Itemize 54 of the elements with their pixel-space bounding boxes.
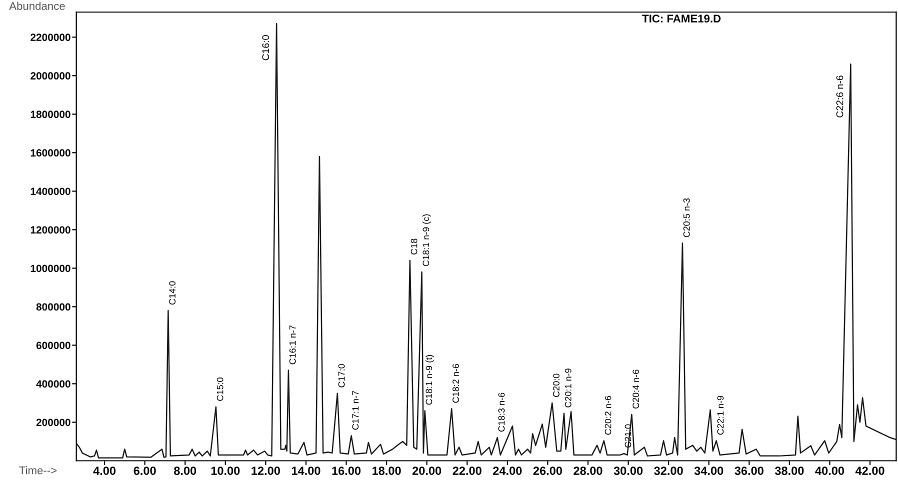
x-tick-label: 36.00 (734, 466, 764, 475)
x-tick-label: 14.00 (292, 466, 320, 475)
y-tick-label: 600000 (36, 342, 70, 350)
x-tick-label: 18.00 (372, 466, 401, 475)
y-tick-label: 1400000 (30, 188, 70, 196)
annotation: C20:2 n-6 (604, 396, 612, 435)
x-tick-label: 40.00 (815, 466, 844, 475)
x-tick-label: 6.00 (134, 466, 156, 475)
annotation: C21:0 (624, 424, 632, 448)
annotation: C15:0 (216, 378, 224, 401)
y-tick-label: 400000 (36, 380, 70, 388)
line-series (76, 23, 896, 458)
x-tick-label: 26.00 (533, 466, 562, 475)
annotation: C18 (410, 238, 418, 254)
x-tick-label: 28.00 (574, 466, 602, 475)
annotation: C18:2 n-6 (452, 364, 459, 403)
x-tick-label: 16.00 (332, 466, 361, 475)
x-axis-title: Time--> (19, 466, 57, 474)
x-tick-label: 30.00 (614, 466, 643, 475)
x-tick-label: 20.00 (412, 466, 442, 475)
x-tick-label: 10.00 (211, 466, 240, 475)
x-tick-label: 42.00 (855, 466, 884, 475)
annotation: C17:1 n-7 (352, 390, 359, 430)
x-tick-label: 34.00 (694, 466, 724, 475)
x-tick-label: 32.00 (654, 466, 683, 475)
annotation: C20:4 n-6 (632, 370, 640, 409)
annotation: C20:5 n-3 (683, 198, 690, 238)
annotation: C16:0 (262, 35, 270, 60)
annotation: TIC: FAME19.D (642, 14, 721, 23)
x-tick-label: 8.00 (174, 466, 196, 475)
y-axis-title: Abundance (9, 2, 65, 10)
annotation: C18:3 n-6 (498, 392, 505, 432)
x-tick-label: 38.00 (774, 466, 804, 475)
y-tick-label: 2000000 (30, 72, 70, 80)
y-tick-label: 1800000 (30, 110, 70, 118)
annotation: C17:0 (338, 364, 345, 388)
x-tick-label: 12.00 (252, 466, 280, 475)
x-tick-label: 22.00 (452, 466, 482, 475)
y-tick-label: 200000 (36, 418, 70, 426)
annotation: C22:1 n-9 (717, 396, 724, 435)
x-tick-label: 4.00 (93, 466, 116, 475)
annotation: C16:1 n-7 (289, 326, 296, 364)
annotation: C18:1 n-9 (t) (426, 355, 434, 405)
annotation: C20:0 (553, 374, 560, 397)
y-tick-label: 1000000 (30, 264, 70, 272)
annotation: C18:1 n-9 (c) (422, 214, 431, 266)
y-tick-label: 800000 (36, 303, 70, 311)
annotation: C22:6 n-6 (836, 76, 844, 118)
x-tick-label: 24.00 (493, 466, 522, 475)
annotation: C20:1 n-9 (564, 368, 572, 408)
y-tick-label: 1600000 (30, 149, 70, 157)
annotation: C14:0 (169, 281, 176, 305)
y-tick-label: 1200000 (30, 226, 70, 234)
y-tick-label: 2200000 (30, 34, 70, 42)
